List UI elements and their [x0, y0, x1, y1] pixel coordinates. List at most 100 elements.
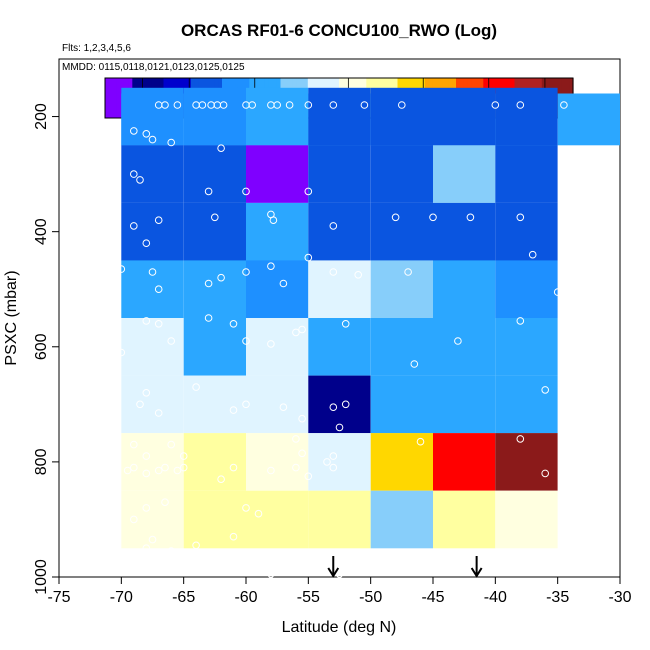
flight-point: [516, 317, 525, 325]
x-tick-label: -60: [234, 589, 257, 606]
flight-point: [167, 337, 175, 345]
heatmap-cell: [246, 375, 309, 434]
flight-point: [242, 504, 250, 512]
heatmap-cell: [495, 260, 558, 318]
flight-point: [167, 138, 175, 147]
flight-point: [204, 279, 213, 288]
flight-point: [516, 435, 525, 443]
flight-point: [154, 320, 163, 328]
heatmap-cell: [433, 87, 496, 146]
flight-point: [192, 383, 200, 391]
x-tick-label: -40: [484, 589, 507, 606]
arrows: [327, 556, 483, 578]
y-tick-label: 1000: [33, 559, 50, 595]
flight-point: [142, 504, 151, 512]
flight-points: [117, 101, 568, 578]
colorbar-segment: [108, 78, 114, 118]
arrow-head: [327, 567, 340, 578]
flight-point: [142, 317, 151, 325]
flight-point: [329, 403, 338, 412]
flight-point: [267, 466, 275, 475]
heatmap-cell: [308, 260, 371, 318]
flight-point: [404, 268, 412, 276]
heatmap-cell: [121, 145, 184, 203]
y-tick-label: 800: [33, 448, 50, 475]
flight-point: [292, 328, 300, 337]
flight-point: [229, 320, 238, 328]
heatmap-cell: [370, 145, 433, 203]
flight-point: [254, 564, 263, 573]
flight-point: [229, 532, 238, 541]
heatmap-cell: [308, 87, 371, 146]
flight-point: [292, 564, 300, 573]
flight-point: [130, 440, 138, 449]
arrow-head: [470, 567, 483, 578]
flight-point: [304, 472, 313, 481]
flight-point: [148, 135, 157, 144]
flight-point: [329, 452, 338, 460]
heatmap-cell: [495, 433, 558, 491]
flight-point: [329, 463, 338, 472]
flight-point: [136, 400, 144, 409]
flight-point: [410, 360, 419, 368]
flight-point: [292, 463, 300, 472]
heatmap-cell: [557, 93, 620, 146]
flight-point: [161, 101, 169, 109]
heatmap-cell: [121, 490, 184, 549]
heatmap-cell: [433, 318, 496, 376]
flight-point: [391, 213, 400, 222]
flight-point: [161, 463, 169, 472]
flight-point: [142, 544, 151, 553]
y-tick-label: 600: [33, 333, 50, 360]
y-tick-label: 400: [33, 218, 50, 245]
flight-point: [560, 216, 568, 224]
flight-point: [298, 325, 306, 334]
flight-point: [360, 101, 369, 109]
heatmap-cell: [183, 375, 246, 434]
heatmap-cell: [495, 490, 558, 549]
flight-point: [173, 101, 182, 109]
flight-point: [154, 409, 163, 417]
flight-point: [248, 101, 256, 109]
flight-point: [217, 564, 225, 573]
flight-point: [217, 273, 225, 282]
flight-point: [130, 222, 138, 230]
flight-point: [329, 268, 338, 276]
heatmap-cell: [495, 375, 558, 434]
flight-point: [179, 463, 188, 472]
heatmap-cell: [246, 87, 309, 146]
x-tick-label: -75: [47, 589, 70, 606]
heatmap-cell: [308, 490, 371, 549]
heatmap-cell: [121, 202, 184, 261]
heatmap-cell: [370, 375, 433, 434]
flight-point: [335, 423, 344, 432]
flight-point: [154, 216, 163, 224]
heatmap-cell: [246, 260, 309, 318]
heatmap-cell: [308, 433, 371, 491]
heatmap-cell: [308, 318, 371, 376]
heatmap-cell: [308, 202, 371, 261]
flight-point: [329, 222, 338, 230]
flight-point: [416, 437, 425, 446]
flight-point: [142, 130, 151, 138]
flight-point: [167, 440, 175, 449]
flight-point: [204, 558, 213, 567]
heatmap-cell: [121, 433, 184, 491]
flight-point: [154, 285, 163, 294]
heatmap-cell: [183, 433, 246, 491]
flight-point: [553, 288, 562, 296]
flight-point: [192, 541, 200, 550]
heatmap-cell: [370, 490, 433, 549]
flight-point: [229, 463, 238, 472]
colorbar-segment: [112, 78, 118, 118]
flight-point: [217, 475, 225, 484]
flight-point: [117, 348, 126, 357]
flight-point: [298, 449, 306, 458]
flight-point: [279, 279, 288, 288]
flight-point: [292, 435, 300, 443]
flight-point: [242, 553, 250, 561]
heatmap-cell: [121, 260, 184, 318]
flight-point: [298, 414, 306, 423]
flight-point: [269, 216, 278, 224]
flight-point: [123, 466, 132, 475]
